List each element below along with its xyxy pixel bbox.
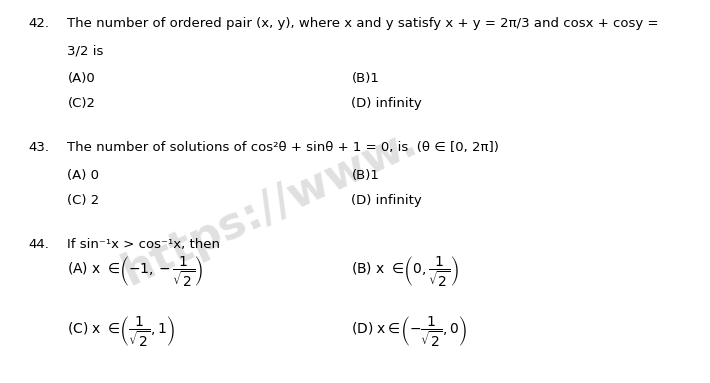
- Text: (B) x $\in\!\left(0,\dfrac{1}{\sqrt{2}}\right)$: (B) x $\in\!\left(0,\dfrac{1}{\sqrt{2}}\…: [351, 255, 459, 289]
- Text: The number of ordered pair (x, y), where x and y satisfy x + y = 2π/3 and cosx +: The number of ordered pair (x, y), where…: [67, 17, 659, 30]
- Text: (C) 2: (C) 2: [67, 194, 99, 207]
- Text: (A) 0: (A) 0: [67, 169, 99, 182]
- Text: (C)2: (C)2: [67, 97, 95, 110]
- Text: (D) infinity: (D) infinity: [351, 194, 422, 207]
- Text: 44.: 44.: [28, 238, 49, 251]
- Text: (D) infinity: (D) infinity: [351, 97, 422, 110]
- Text: (A)0: (A)0: [67, 72, 95, 85]
- Text: (D) x$\in\!\left(-\dfrac{1}{\sqrt{2}},0\right)$: (D) x$\in\!\left(-\dfrac{1}{\sqrt{2}},0\…: [351, 315, 468, 349]
- Text: The number of solutions of cos²θ + sinθ + 1 = 0, is  (θ ∈ [0, 2π]): The number of solutions of cos²θ + sinθ …: [67, 141, 499, 154]
- Text: https://www.: https://www.: [116, 119, 424, 294]
- Text: (B)1: (B)1: [351, 169, 379, 182]
- Text: (B)1: (B)1: [351, 72, 379, 85]
- Text: (A) x $\in\!\left(-1,-\dfrac{1}{\sqrt{2}}\right)$: (A) x $\in\!\left(-1,-\dfrac{1}{\sqrt{2}…: [67, 255, 204, 289]
- Text: If sin⁻¹x > cos⁻¹x, then: If sin⁻¹x > cos⁻¹x, then: [67, 238, 220, 251]
- Text: 42.: 42.: [28, 17, 50, 30]
- Text: 43.: 43.: [28, 141, 50, 154]
- Text: (C) x $\in\!\left(\dfrac{1}{\sqrt{2}},1\right)$: (C) x $\in\!\left(\dfrac{1}{\sqrt{2}},1\…: [67, 315, 175, 349]
- Text: 3/2 is: 3/2 is: [67, 45, 104, 58]
